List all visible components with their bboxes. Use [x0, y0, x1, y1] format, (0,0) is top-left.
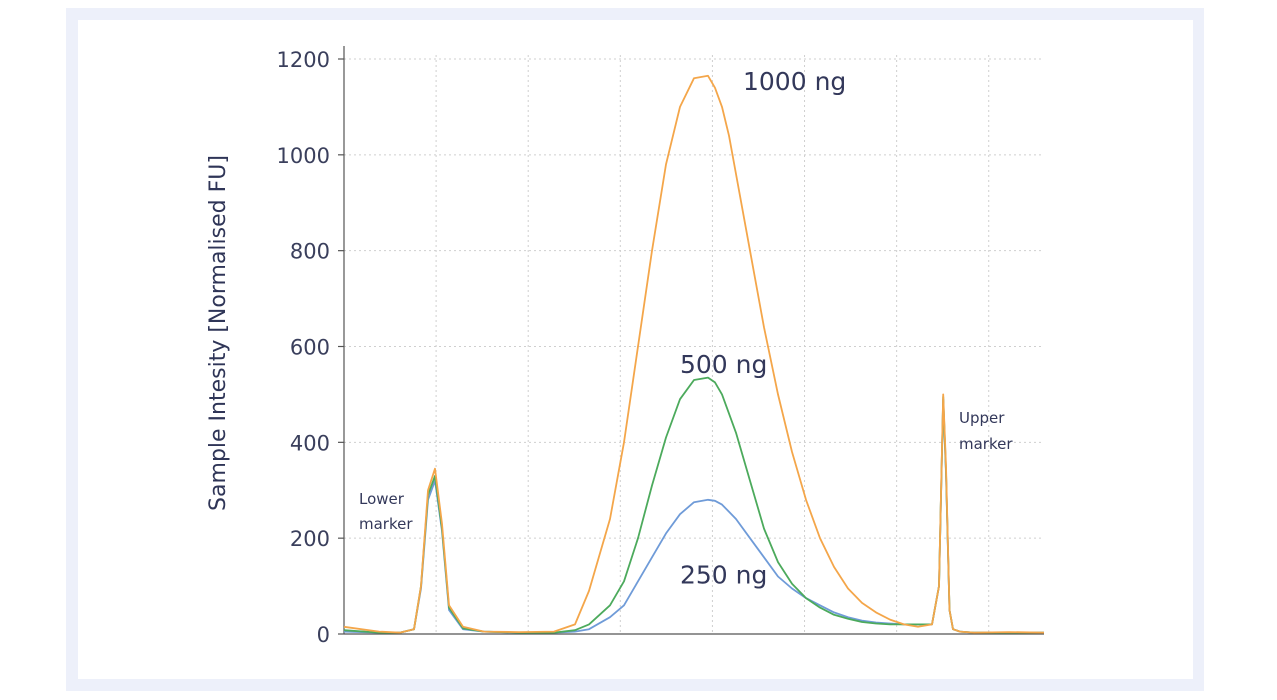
series-line-1000-ng	[343, 74, 1045, 634]
series-group	[343, 74, 1045, 634]
axes	[343, 46, 1044, 635]
lower-marker-label-line1: Lower	[359, 490, 405, 508]
chart-card	[78, 20, 1193, 679]
series-annotation-0: 1000 ng	[743, 67, 846, 96]
y-tick-label-4: 800	[290, 240, 330, 264]
annotations: 1000 ng 500 ng 250 ng	[680, 67, 846, 590]
y-tick-label-2: 400	[290, 431, 330, 455]
y-tick-label-3: 600	[290, 336, 330, 360]
y-tick-label-5: 1000	[277, 144, 330, 168]
y-ticks: 0 200 400 600 800 1000 1200	[277, 48, 344, 647]
y-axis-label: Sample Intesity [Normalised FU]	[206, 155, 231, 511]
series-annotation-1: 500 ng	[680, 350, 767, 379]
y-tick-label-6: 1200	[277, 48, 330, 72]
grid	[344, 55, 1044, 634]
upper-marker-label-line1: Upper	[959, 409, 1005, 427]
y-tick-label-1: 200	[290, 527, 330, 551]
lower-marker-label-line2: marker	[359, 515, 413, 533]
series-line-500-ng	[343, 376, 1044, 634]
upper-marker-label-line2: marker	[959, 435, 1013, 453]
series-annotation-2: 250 ng	[680, 561, 767, 590]
y-tick-label-0: 0	[317, 623, 330, 647]
